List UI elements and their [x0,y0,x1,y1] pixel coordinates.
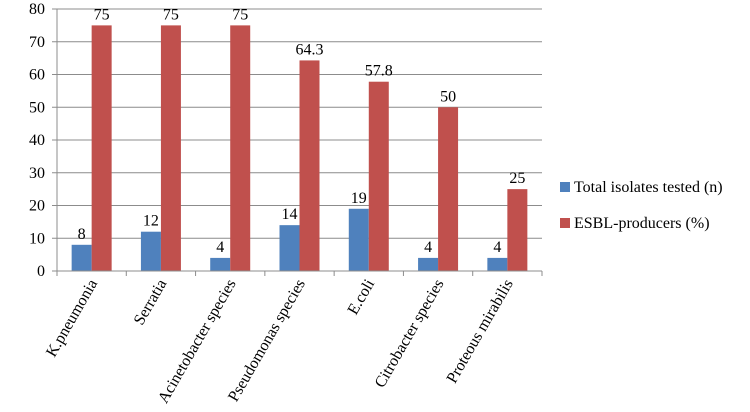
x-category-label: Acinetobacter species [155,277,240,407]
bar [91,25,112,271]
data-label: 12 [143,213,159,230]
bar [140,231,161,271]
legend: Total isolates tested (n) ESBL-producers … [560,179,723,232]
y-tick-label: 0 [37,263,45,280]
bar [160,25,181,271]
bar [438,107,459,271]
bar [487,257,508,271]
data-label: 75 [163,6,179,23]
x-category-label: Serratia [131,277,171,329]
x-category-label: Proteous mirabilis [444,277,517,387]
bar [279,225,300,271]
bar [230,25,251,271]
data-label: 75 [94,6,110,23]
x-category-label: Pseudomonas species [225,277,309,405]
data-label: 14 [282,206,298,223]
bar [368,81,389,271]
legend-label: ESBL-producers (%) [574,215,710,232]
y-tick-label: 50 [29,99,45,116]
y-tick-label: 20 [29,198,45,215]
y-tick-label: 80 [29,1,45,18]
legend-swatch [560,182,570,192]
legend-swatch [560,218,570,228]
data-label: 4 [424,239,432,256]
data-label: 25 [509,170,525,187]
bar [348,208,369,271]
bar [299,60,320,272]
data-label: 19 [351,190,367,207]
legend-label: Total isolates tested (n) [574,179,723,196]
data-label: 50 [440,88,456,105]
data-label: 57.8 [365,63,393,80]
bar [71,244,92,271]
y-tick-label: 40 [29,132,45,149]
data-label: 4 [216,239,224,256]
data-label: 4 [493,239,501,256]
data-label: 75 [232,6,248,23]
x-category-label: K.pneumonia [43,277,101,361]
bars [71,25,528,272]
x-category-label: Citrobacter species [372,276,448,390]
y-tick-label: 30 [29,165,45,182]
bar [507,189,528,271]
y-tick-label: 10 [29,230,45,247]
data-labels: 8 75 12 75 4 75 14 64.3 19 57.8 4 50 4 25 [78,6,526,256]
data-label: 64.3 [296,41,324,58]
y-tick-label: 60 [29,67,45,84]
y-axis-tick-labels: 0 10 20 30 40 50 60 70 80 [29,1,45,280]
bar [418,257,439,271]
bar [210,257,231,271]
y-tick-label: 70 [29,34,45,51]
data-label: 8 [78,226,86,243]
x-category-label: E.coli [345,276,379,318]
axes [56,9,543,276]
